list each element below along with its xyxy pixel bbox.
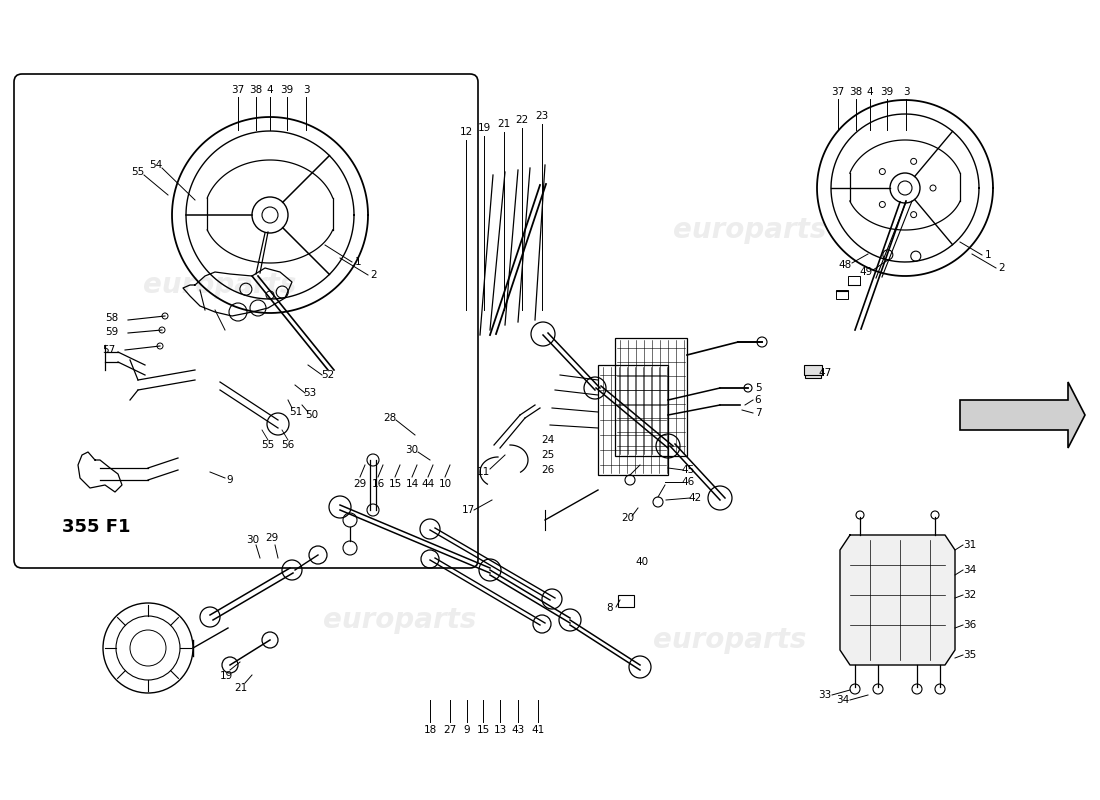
Text: 46: 46 xyxy=(681,477,694,487)
Text: 28: 28 xyxy=(384,413,397,423)
Text: europarts: europarts xyxy=(673,216,827,244)
Text: 48: 48 xyxy=(838,260,851,270)
Text: 3: 3 xyxy=(903,87,910,97)
Text: 42: 42 xyxy=(689,493,702,503)
Text: 34: 34 xyxy=(836,695,849,705)
Text: 59: 59 xyxy=(106,327,119,337)
Text: 12: 12 xyxy=(460,127,473,137)
Text: 58: 58 xyxy=(106,313,119,323)
Text: europarts: europarts xyxy=(653,626,806,654)
Bar xyxy=(848,276,860,285)
Text: 30: 30 xyxy=(406,445,419,455)
Text: 2: 2 xyxy=(999,263,1005,273)
Text: 52: 52 xyxy=(321,370,334,380)
Text: 26: 26 xyxy=(541,465,554,475)
Text: 8: 8 xyxy=(607,603,614,613)
Text: 33: 33 xyxy=(818,690,832,700)
Text: 21: 21 xyxy=(234,683,248,693)
Bar xyxy=(598,365,668,475)
Text: 31: 31 xyxy=(964,540,977,550)
Text: 39: 39 xyxy=(880,87,893,97)
Text: 41: 41 xyxy=(531,725,544,735)
Text: 11: 11 xyxy=(476,467,490,477)
Text: 17: 17 xyxy=(461,505,474,515)
Text: 25: 25 xyxy=(541,450,554,460)
Text: 27: 27 xyxy=(443,725,456,735)
Text: 43: 43 xyxy=(512,725,525,735)
Text: 39: 39 xyxy=(280,85,294,95)
Text: 14: 14 xyxy=(406,479,419,489)
Bar xyxy=(615,338,688,456)
Text: 49: 49 xyxy=(859,267,872,277)
Text: 4: 4 xyxy=(266,85,273,95)
Text: 6: 6 xyxy=(755,395,761,405)
Text: 13: 13 xyxy=(494,725,507,735)
Bar xyxy=(618,595,634,607)
Text: 34: 34 xyxy=(964,565,977,575)
Text: 51: 51 xyxy=(289,407,302,417)
Text: 50: 50 xyxy=(306,410,319,420)
Text: 37: 37 xyxy=(832,87,845,97)
Text: 10: 10 xyxy=(439,479,452,489)
Text: 23: 23 xyxy=(536,111,549,121)
Text: 30: 30 xyxy=(246,535,260,545)
Text: 19: 19 xyxy=(219,671,232,681)
Text: 35: 35 xyxy=(964,650,977,660)
Polygon shape xyxy=(840,535,955,665)
Text: 9: 9 xyxy=(227,475,233,485)
Text: 20: 20 xyxy=(621,513,635,523)
Text: 19: 19 xyxy=(477,123,491,133)
Text: 4: 4 xyxy=(867,87,873,97)
Text: 29: 29 xyxy=(265,533,278,543)
Text: 21: 21 xyxy=(497,119,510,129)
Text: 56: 56 xyxy=(282,440,295,450)
Text: europarts: europarts xyxy=(323,606,476,634)
Bar xyxy=(805,368,821,378)
Text: 9: 9 xyxy=(464,725,471,735)
Text: europarts: europarts xyxy=(143,271,297,299)
Text: 2: 2 xyxy=(371,270,377,280)
Text: 15: 15 xyxy=(476,725,490,735)
Text: 1: 1 xyxy=(354,257,361,267)
Text: 36: 36 xyxy=(964,620,977,630)
Text: 37: 37 xyxy=(231,85,244,95)
Text: 57: 57 xyxy=(102,345,116,355)
Text: 7: 7 xyxy=(755,408,761,418)
Text: 22: 22 xyxy=(516,115,529,125)
Text: 45: 45 xyxy=(681,465,694,475)
Text: 24: 24 xyxy=(541,435,554,445)
Polygon shape xyxy=(960,382,1085,448)
Text: 47: 47 xyxy=(818,368,832,378)
Text: 40: 40 xyxy=(636,557,649,567)
Text: 55: 55 xyxy=(131,167,144,177)
Bar xyxy=(804,365,822,375)
Text: 18: 18 xyxy=(424,725,437,735)
Text: 54: 54 xyxy=(150,160,163,170)
Text: 38: 38 xyxy=(250,85,263,95)
Text: 5: 5 xyxy=(755,383,761,393)
Text: 355 F1: 355 F1 xyxy=(62,518,131,536)
Bar xyxy=(836,290,848,299)
Text: 32: 32 xyxy=(964,590,977,600)
Text: 3: 3 xyxy=(302,85,309,95)
Text: 53: 53 xyxy=(304,388,317,398)
Text: 1: 1 xyxy=(984,250,991,260)
Text: 16: 16 xyxy=(372,479,385,489)
Text: 38: 38 xyxy=(849,87,862,97)
Text: 44: 44 xyxy=(421,479,434,489)
Text: 15: 15 xyxy=(388,479,401,489)
Text: 55: 55 xyxy=(262,440,275,450)
Text: 29: 29 xyxy=(353,479,366,489)
